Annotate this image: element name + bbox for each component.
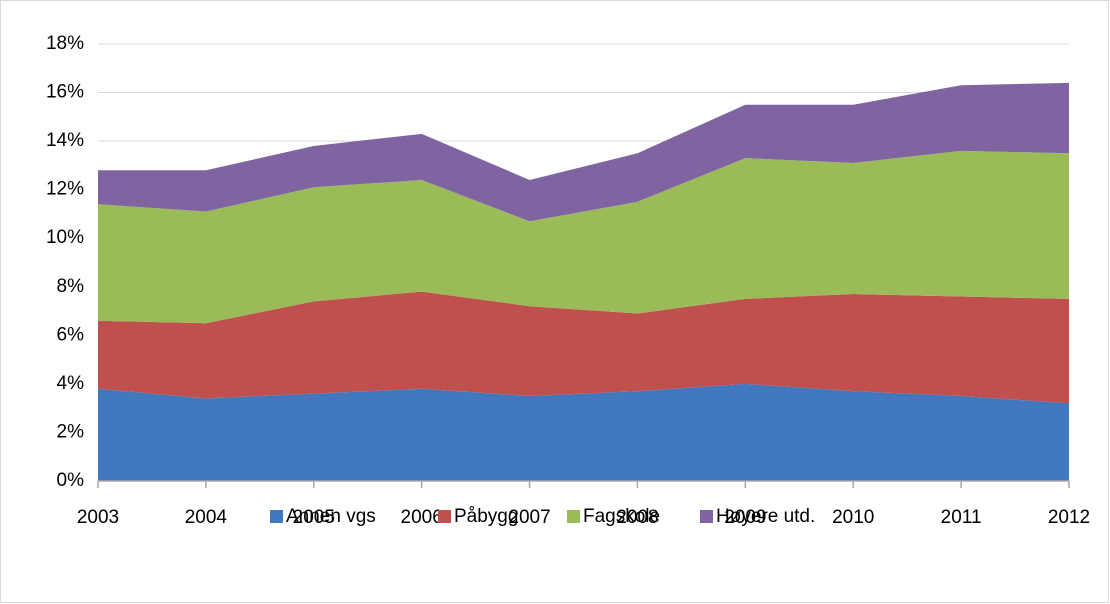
area	[98, 150, 1069, 324]
legend-swatch	[270, 510, 283, 523]
y-tick-label: 12%	[46, 179, 84, 200]
area	[98, 291, 1069, 404]
area	[98, 383, 1069, 481]
legend-label: Påbygg	[454, 506, 518, 527]
x-tick-label: 2010	[832, 507, 874, 528]
y-tick-label: 8%	[57, 276, 85, 297]
x-tick-label: 2007	[508, 507, 550, 528]
y-tick-label: 4%	[57, 373, 85, 394]
x-tick-label: 2003	[77, 507, 119, 528]
y-tick-label: 10%	[46, 227, 84, 248]
x-tick-label: 2009	[724, 507, 766, 528]
legend-swatch	[700, 510, 713, 523]
legend-label: Annen vgs	[286, 506, 376, 527]
x-tick-label: 2006	[401, 507, 443, 528]
legend-label: Høyere utd.	[716, 506, 815, 527]
y-tick-label: 16%	[46, 82, 84, 103]
y-tick-label: 18%	[46, 33, 84, 54]
legend-swatch	[438, 510, 451, 523]
y-tick-label: 2%	[57, 421, 85, 442]
y-tick-label: 14%	[46, 130, 84, 151]
x-tick-label: 2005	[293, 507, 335, 528]
area	[98, 82, 1069, 222]
x-tick-label: 2008	[616, 507, 658, 528]
legend-swatch	[567, 510, 580, 523]
x-tick-label: 2012	[1048, 507, 1090, 528]
y-tick-label: 0%	[57, 470, 85, 491]
y-tick-label: 6%	[57, 324, 85, 345]
x-tick-label: 2011	[941, 507, 982, 528]
legend-label: Fagskole	[583, 506, 660, 527]
x-tick-label: 2004	[185, 507, 228, 528]
